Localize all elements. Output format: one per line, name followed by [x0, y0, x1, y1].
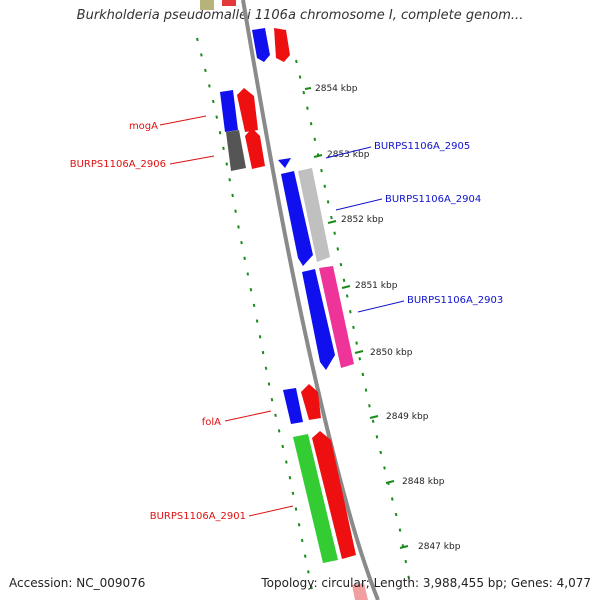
tick-2850: 2850 kbp [354, 348, 413, 358]
gene-blue-1 [252, 28, 270, 62]
outer-ring-right [295, 59, 412, 591]
tick-label-2854: 2854 kbp [315, 84, 358, 94]
gene-red-top [222, 0, 236, 6]
gene-red-1 [274, 28, 290, 62]
gene-blue-2905 [278, 158, 291, 168]
accession-text: Accession: NC_009076 [9, 576, 146, 590]
gene-blue-mogA [220, 90, 238, 132]
gene-blue-2904 [281, 171, 313, 266]
label-2903[interactable]: BURPS1106A_2903 [407, 295, 503, 306]
gene-pink-2903 [319, 266, 354, 368]
gene-pink-bottom [352, 583, 368, 600]
label-2901[interactable]: BURPS1106A_2901 [150, 511, 246, 522]
gene-red-mogA [237, 88, 258, 132]
gene-blue-2903 [302, 269, 335, 370]
tick-2852: 2852 kbp [327, 215, 384, 225]
gene-red-2906 [245, 128, 265, 169]
leader-2903 [357, 300, 405, 313]
map-title: Burkholderia pseudomallei 1106a chromoso… [76, 8, 524, 23]
tick-2854: 2854 kbp [304, 84, 358, 94]
tick-label-2853: 2853 kbp [327, 150, 370, 160]
label-mogA[interactable]: mogA [129, 121, 158, 132]
gene-olive-top [200, 0, 214, 10]
tick-2848: 2848 kbp [385, 477, 445, 487]
tick-2853: 2853 kbp [313, 150, 370, 160]
tick-label-2847: 2847 kbp [418, 542, 461, 552]
tick-label-2849: 2849 kbp [386, 412, 429, 422]
tick-2849: 2849 kbp [369, 412, 429, 422]
gene-blue-folA [283, 388, 303, 424]
leader-2905 [325, 146, 372, 159]
leader-folA [224, 410, 272, 422]
tick-label-2848: 2848 kbp [402, 477, 445, 487]
backbone-line [241, 0, 380, 600]
gene-green-2901 [293, 434, 338, 563]
label-folA[interactable]: folA [202, 417, 221, 428]
topology-text: Topology: circular; Length: 3,988,455 bp… [261, 576, 591, 590]
leader-2901 [248, 505, 294, 517]
tick-label-2852: 2852 kbp [341, 215, 384, 225]
tick-label-2850: 2850 kbp [370, 348, 413, 358]
tick-2851: 2851 kbp [341, 281, 398, 291]
gene-red-2901 [312, 431, 356, 559]
gene-red-folA [301, 384, 321, 420]
tick-2847: 2847 kbp [399, 542, 461, 552]
label-2905[interactable]: BURPS1106A_2905 [374, 141, 470, 152]
leader-2906 [169, 155, 215, 165]
leader-mogA [159, 115, 207, 126]
gene-dark-2906 [226, 130, 246, 171]
label-2906[interactable]: BURPS1106A_2906 [70, 159, 166, 170]
leader-2904 [335, 198, 383, 211]
label-2904[interactable]: BURPS1106A_2904 [385, 194, 481, 205]
tick-label-2851: 2851 kbp [355, 281, 398, 291]
gene-grey-2904 [298, 168, 330, 262]
